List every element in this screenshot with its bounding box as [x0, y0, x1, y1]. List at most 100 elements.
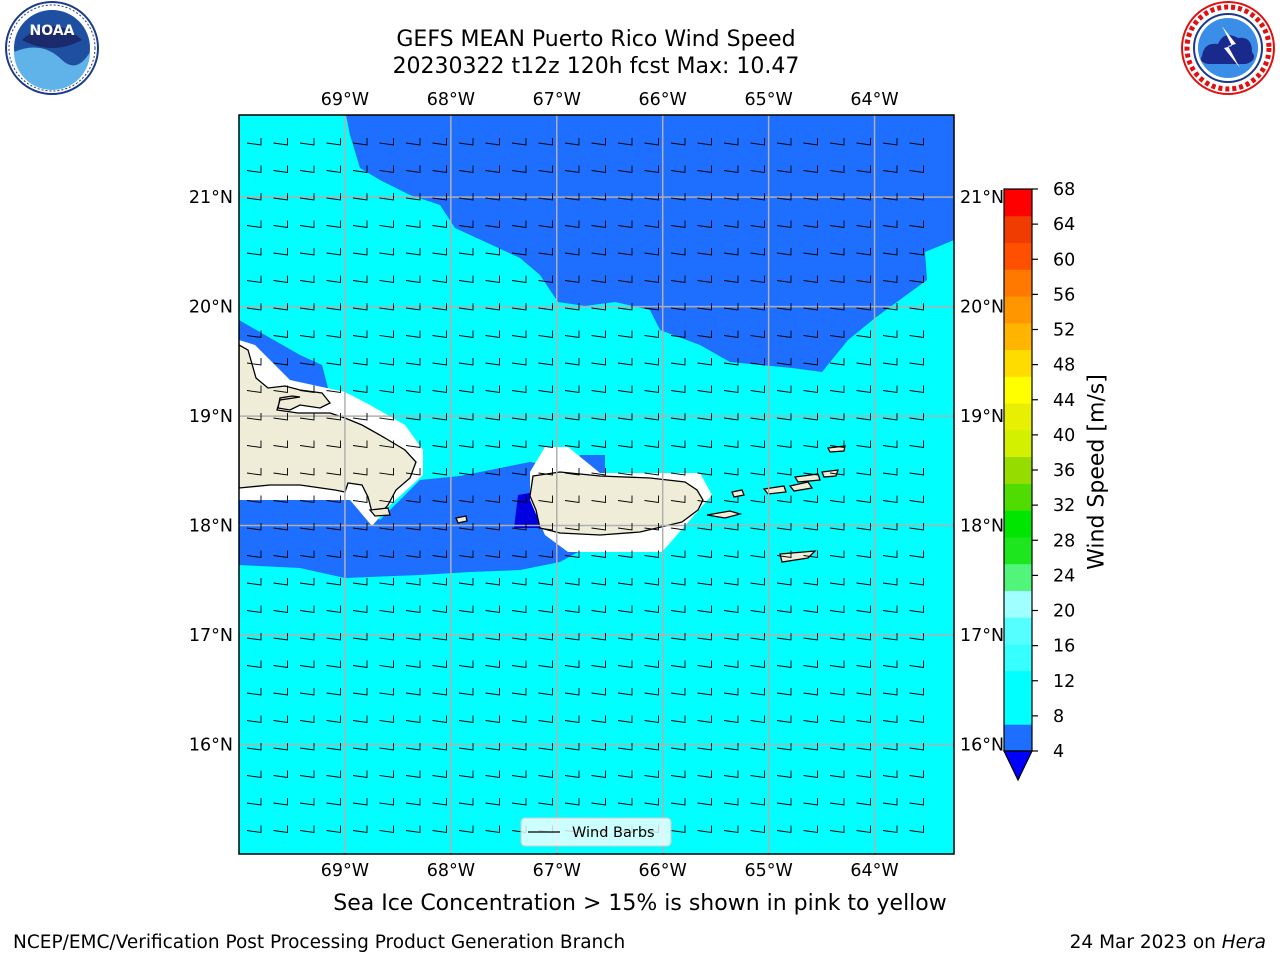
- wind-barb: [591, 303, 606, 311]
- wind-barb: [511, 440, 527, 449]
- wind-barb: [246, 495, 262, 504]
- land-culebra: [731, 489, 745, 498]
- wind-barb: [299, 798, 315, 806]
- footer-date: 24 Mar 2023 on Hera: [1070, 932, 1266, 953]
- wind-barb: [617, 495, 633, 504]
- wind-barb: [246, 715, 262, 724]
- wind-barb: [829, 468, 845, 476]
- wind-barb: [352, 633, 368, 641]
- wind-barb: [723, 715, 739, 724]
- wind-barb: [538, 275, 553, 284]
- wind-barb: [723, 633, 739, 641]
- wind-barb: [273, 275, 288, 284]
- wind-barb: [591, 220, 606, 229]
- wind-barb: [458, 605, 474, 614]
- wind-barb: [697, 220, 712, 229]
- wind-barb: [352, 440, 368, 449]
- wind-barb: [697, 495, 712, 504]
- wind-barb: [591, 770, 606, 779]
- wind-barb: [591, 688, 606, 696]
- lon-label-bottom: 67°W: [533, 861, 581, 881]
- wind-barb: [644, 138, 659, 146]
- wind-barb: [379, 770, 394, 779]
- wind-barb: [538, 138, 553, 146]
- wind-barb: [697, 165, 712, 174]
- footer-machine: Hera: [1221, 932, 1266, 953]
- wind-barb: [856, 743, 871, 751]
- wind-barb: [458, 825, 474, 834]
- wind-barb: [485, 275, 500, 284]
- wind-barb: [776, 660, 792, 669]
- wind-barb: [299, 688, 315, 696]
- wind-barb: [776, 330, 792, 339]
- wind-barb: [856, 330, 871, 339]
- wind-barb: [458, 550, 474, 559]
- wind-barb: [882, 385, 898, 394]
- wind-barb: [511, 248, 527, 256]
- wind-barb: [591, 605, 606, 614]
- wind-barb: [352, 275, 368, 284]
- wind-barb: [564, 770, 580, 779]
- wind-barb: [379, 798, 394, 806]
- wind-barb: [909, 660, 924, 669]
- wind-barb: [432, 303, 447, 311]
- wind-barb: [273, 605, 288, 614]
- wind-barb: [352, 770, 368, 779]
- wind-barb: [829, 743, 845, 751]
- wind-barb: [273, 413, 288, 421]
- wind-barb: [273, 798, 288, 806]
- wind-barb: [909, 825, 924, 834]
- wind-barb: [299, 248, 315, 256]
- wind-barb: [723, 523, 739, 531]
- wind-barb: [909, 440, 924, 449]
- colorbar-tick-label: 56: [1053, 285, 1075, 305]
- wind-barb: [564, 138, 580, 146]
- wind-barb: [723, 743, 739, 751]
- wind-barb: [617, 303, 633, 311]
- wind-barb: [670, 330, 686, 339]
- wind-barb: [352, 220, 368, 229]
- wind-barb: [697, 770, 712, 779]
- wind-barb: [750, 468, 765, 476]
- wind-barb: [670, 138, 686, 146]
- wind-barb: [299, 358, 315, 366]
- wind-barb: [882, 633, 898, 641]
- colorbar-segment: [1004, 269, 1032, 297]
- wind-barb: [803, 165, 818, 174]
- wind-barb: [405, 523, 421, 531]
- wind-barb: [299, 275, 315, 284]
- wind-barb: [511, 715, 527, 724]
- wind-barb: [485, 220, 500, 229]
- wind-barb: [299, 385, 315, 394]
- colorbar-segment: [1004, 296, 1032, 324]
- wind-barb: [803, 798, 818, 806]
- colorbar-label: Wind Speed [m/s]: [1084, 374, 1110, 570]
- wind-barb: [776, 248, 792, 256]
- wind-barb: [485, 413, 500, 421]
- wind-barb: [485, 468, 500, 476]
- wind-barb: [564, 358, 580, 366]
- wind-barb: [750, 220, 765, 229]
- wind-barb: [697, 330, 712, 339]
- wind-barb: [379, 605, 394, 614]
- wind-barb: [644, 770, 659, 779]
- wind-barb: [273, 138, 288, 146]
- wind-barb: [326, 220, 341, 229]
- wind-barb: [326, 413, 341, 421]
- wind-barb: [299, 468, 315, 476]
- wind-barb: [485, 440, 500, 449]
- wind-barb: [246, 413, 262, 421]
- wind-barb: [246, 825, 262, 834]
- wind-barb: [909, 578, 924, 586]
- wind-barb: [909, 193, 924, 201]
- wind-barb: [538, 550, 553, 559]
- wind-barb: [326, 440, 341, 449]
- wind-barb: [379, 330, 394, 339]
- wind-barb: [511, 578, 527, 586]
- wind-barb: [723, 770, 739, 779]
- wind-barb: [909, 275, 924, 284]
- wind-barb: [326, 660, 341, 669]
- wind-barb: [697, 715, 712, 724]
- wind-barb: [829, 193, 845, 201]
- wind-barb: [458, 743, 474, 751]
